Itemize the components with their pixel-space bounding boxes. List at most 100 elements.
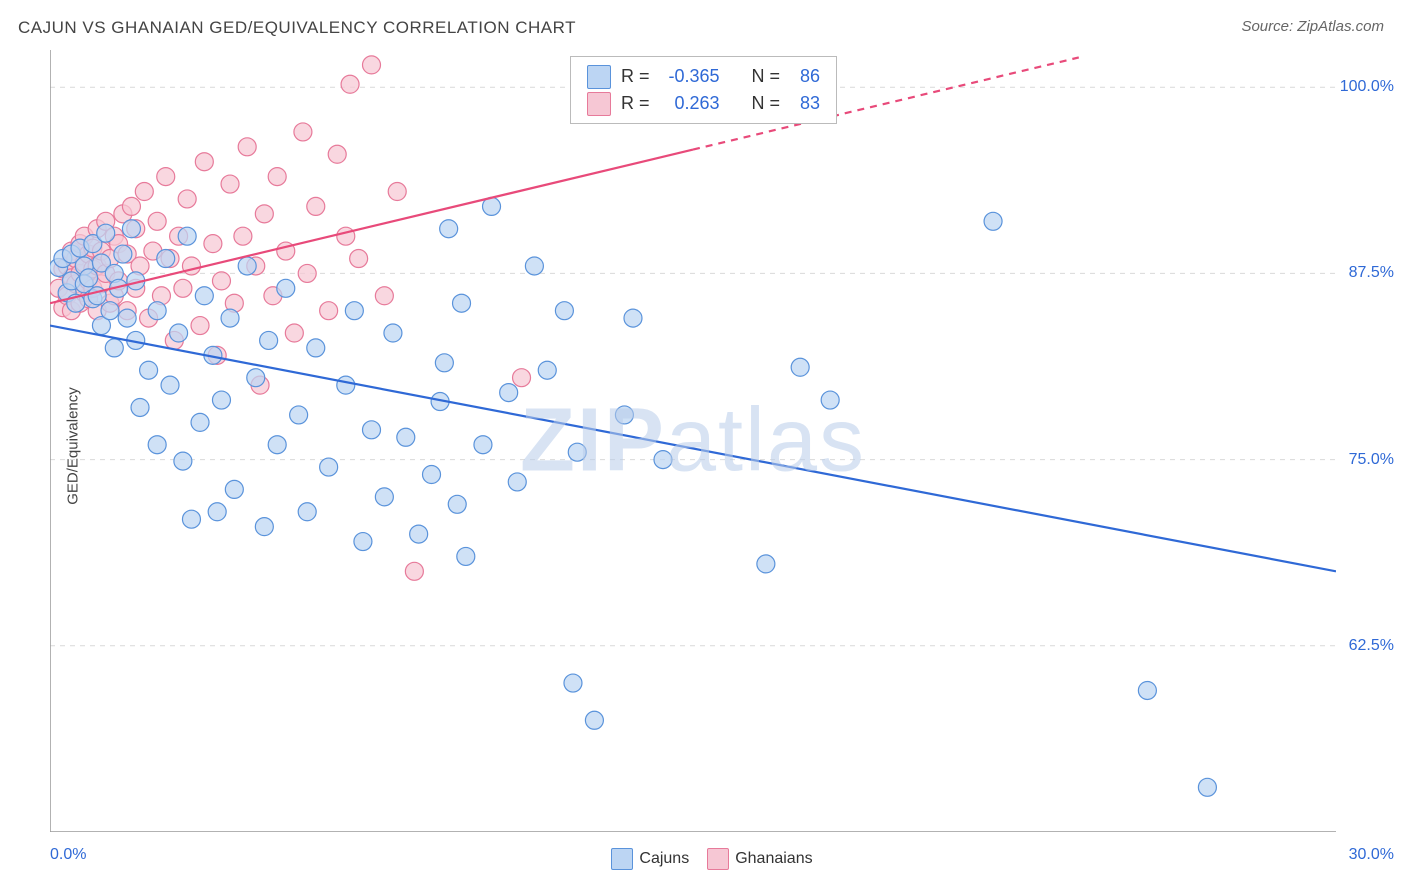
scatter-point (791, 358, 809, 376)
scatter-point (585, 711, 603, 729)
scatter-point (225, 480, 243, 498)
scatter-point (221, 309, 239, 327)
scatter-point (615, 406, 633, 424)
y-tick-label: 100.0% (1340, 78, 1394, 96)
stat-r-value: -0.365 (660, 63, 720, 90)
scatter-point (654, 451, 672, 469)
scatter-point (118, 309, 136, 327)
scatter-point (341, 75, 359, 93)
scatter-point (114, 245, 132, 263)
scatter-point (388, 183, 406, 201)
scatter-point (148, 212, 166, 230)
scatter-point (195, 287, 213, 305)
scatter-point (135, 183, 153, 201)
scatter-point (290, 406, 308, 424)
scatter-point (440, 220, 458, 238)
scatter-point (212, 272, 230, 290)
scatter-point (397, 428, 415, 446)
scatter-point (337, 227, 355, 245)
scatter-point (277, 279, 295, 297)
stat-r-value: 0.263 (660, 90, 720, 117)
scatter-point (363, 56, 381, 74)
scatter-point (525, 257, 543, 275)
source-label: Source: ZipAtlas.com (1241, 18, 1384, 35)
legend-swatch-icon (587, 92, 611, 116)
scatter-point (157, 168, 175, 186)
scatter-point (307, 197, 325, 215)
scatter-point (174, 452, 192, 470)
scatter-point (757, 555, 775, 573)
scatter-point (140, 361, 158, 379)
scatter-point (208, 503, 226, 521)
scatter-point (457, 547, 475, 565)
scatter-point (238, 138, 256, 156)
scatter-point (148, 436, 166, 454)
trend-line (50, 326, 1336, 572)
scatter-point (555, 302, 573, 320)
legend-swatch-icon (587, 65, 611, 89)
stat-n-label: N = (752, 90, 781, 117)
y-tick-label: 75.0% (1349, 451, 1394, 469)
stats-row: R = 0.263 N = 83 (587, 90, 820, 117)
y-tick-label: 62.5% (1349, 637, 1394, 655)
stats-row: R =-0.365N =86 (587, 63, 820, 90)
scatter-point (384, 324, 402, 342)
scatter-point (375, 287, 393, 305)
scatter-point (191, 317, 209, 335)
scatter-point (212, 391, 230, 409)
y-tick-label: 87.5% (1349, 264, 1394, 282)
scatter-point (375, 488, 393, 506)
scatter-point (307, 339, 325, 357)
scatter-point (298, 503, 316, 521)
scatter-point (345, 302, 363, 320)
scatter-point (255, 518, 273, 536)
scatter-point (148, 302, 166, 320)
chart-title: CAJUN VS GHANAIAN GED/EQUIVALENCY CORREL… (18, 18, 576, 38)
bottom-legend: CajunsGhanaians (0, 848, 1406, 870)
scatter-point (564, 674, 582, 692)
stat-n-value: 83 (790, 90, 820, 117)
scatter-point (354, 533, 372, 551)
scatter-point (1138, 681, 1156, 699)
scatter-point (195, 153, 213, 171)
legend-swatch-icon (707, 848, 729, 870)
scatter-point (260, 331, 278, 349)
stat-n-label: N = (752, 63, 781, 90)
scatter-point (174, 279, 192, 297)
scatter-point (234, 227, 252, 245)
scatter-point (508, 473, 526, 491)
scatter-point (170, 324, 188, 342)
scatter-point (268, 436, 286, 454)
scatter-point (285, 324, 303, 342)
scatter-point (328, 145, 346, 163)
scatter-point (320, 302, 338, 320)
scatter-point (161, 376, 179, 394)
scatter-point (405, 562, 423, 580)
scatter-point (178, 227, 196, 245)
scatter-point (122, 220, 140, 238)
scatter-point (178, 190, 196, 208)
scatter-point (423, 466, 441, 484)
scatter-point (984, 212, 1002, 230)
scatter-point (191, 413, 209, 431)
scatter-point (221, 175, 239, 193)
stat-r-label: R = (621, 63, 650, 90)
scatter-point (363, 421, 381, 439)
scatter-point (320, 458, 338, 476)
legend-swatch-icon (611, 848, 633, 870)
scatter-point (298, 264, 316, 282)
scatter-point (500, 384, 518, 402)
scatter-point (182, 510, 200, 528)
scatter-point (1198, 778, 1216, 796)
trend-line-solid (50, 150, 693, 304)
scatter-plot-svg (50, 50, 1336, 832)
scatter-point (435, 354, 453, 372)
scatter-point (294, 123, 312, 141)
stat-r-label: R = (621, 90, 650, 117)
scatter-point (255, 205, 273, 223)
scatter-point (410, 525, 428, 543)
scatter-point (513, 369, 531, 387)
scatter-point (80, 269, 98, 287)
scatter-point (337, 376, 355, 394)
scatter-point (105, 339, 123, 357)
